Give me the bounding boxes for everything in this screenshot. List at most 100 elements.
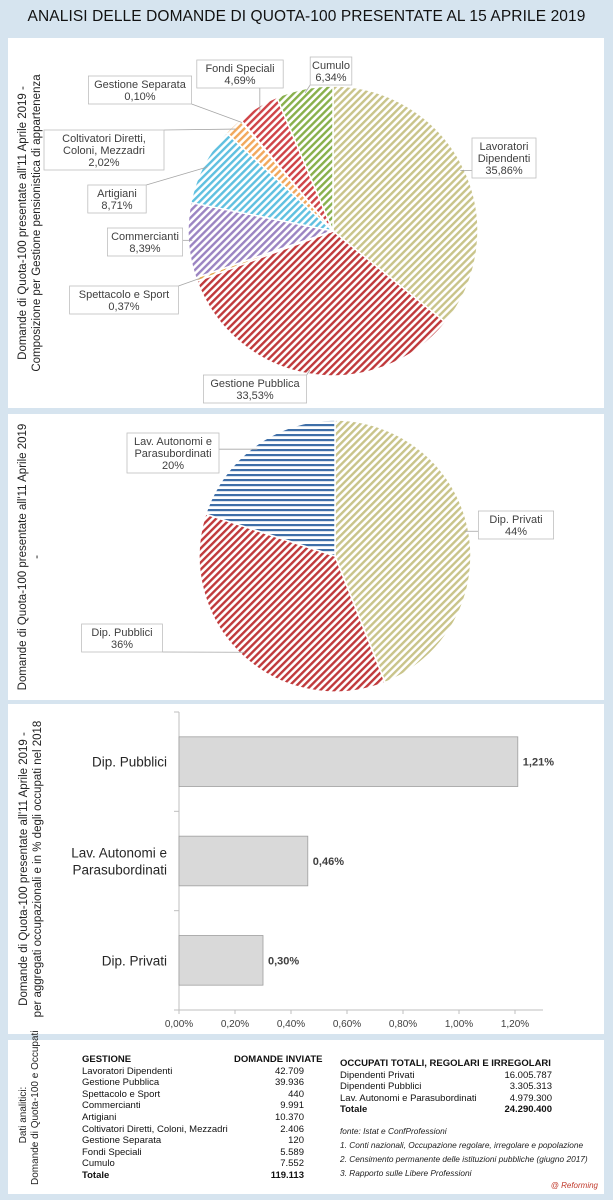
table-gestioni-row: Artigiani 10.370: [82, 1112, 304, 1124]
pie2-slice-2: [204, 419, 336, 558]
bar-panel: Domande di Quota-100 presentate all'11 A…: [8, 704, 604, 1034]
table-gestioni-row: Gestione Separata 120: [82, 1135, 304, 1147]
pie2-label-1-1: 36%: [111, 639, 133, 651]
pie1-label-2-0: Spettacolo e Sport: [79, 289, 170, 301]
bar-value-label-1: 0,46%: [313, 856, 344, 868]
panel2-side-label: Domande di Quota-100 presentate all'11 A…: [16, 414, 44, 700]
table-gestioni-row: Spettacolo e Sport 440: [82, 1089, 304, 1101]
pie2-label-0-1: 44%: [505, 526, 527, 538]
bar-1: [178, 835, 309, 887]
occupati-name: Lav. Autonomi e Parasubordinati: [340, 1092, 477, 1104]
pie1-label-box-4: [87, 184, 147, 214]
bar-x-tick-label: 1,00%: [445, 1019, 473, 1030]
pie2-label-box-0: [477, 510, 554, 540]
pie2-label-2-1: Parasubordinati: [134, 448, 211, 460]
pie1-label-6-1: 0,10%: [124, 91, 155, 103]
pie2-slice-0: [334, 419, 472, 684]
table-gestioni-row: Coltivatori Diretti, Coloni, Mezzadri 2.4…: [82, 1124, 304, 1136]
gestione-name: Gestione Pubblica: [82, 1077, 160, 1089]
gestione-value: 42.709: [274, 1065, 304, 1077]
bar-x-tick-label: 0,00%: [165, 1019, 193, 1030]
pie1-label-5-1: Coloni, Mezzadri: [63, 145, 145, 157]
occupati-header: OCCUPATI TOTALI, REGOLARI E IRREGOLARI: [340, 1058, 551, 1069]
pie1-slice-8: [275, 85, 334, 232]
pie1-label-box-3: [107, 227, 183, 257]
table-gestioni-row: Fondi Speciali 5.589: [82, 1147, 304, 1159]
pie1-slice-0: [332, 85, 479, 324]
gestione-name: Artigiani: [82, 1111, 117, 1123]
pie1-leader-2: [178, 277, 201, 287]
occupati-total-label: Totale: [340, 1104, 368, 1116]
table-gestioni-total: Totale 119.113: [82, 1170, 304, 1182]
pie1-label-5-0: Coltivatori Diretti,: [62, 133, 146, 145]
pie1-label-6-0: Gestione Separata: [94, 79, 187, 91]
pie2-slice-1: [198, 513, 387, 693]
table-gestioni-header: GESTIONE DOMANDE INVIATE: [82, 1054, 323, 1066]
table-occupati-row: Dipendenti Pubblici 3.305.313: [340, 1081, 552, 1093]
occupati-value: 16.005.787: [504, 1069, 552, 1081]
gestione-value: 10.370: [274, 1111, 304, 1123]
panel3-side-line2: per aggregati occupazionali e in % degli…: [32, 720, 44, 1018]
bar-chart-percent-occupati: 0,00% 0,20% 0,40% 0,60% 0,80% 1,00% 1,20% 1,21%…: [71, 711, 554, 1030]
gestione-name: Coltivatori Diretti, Coloni, Mezzadri: [82, 1123, 228, 1135]
occupati-total-value: 24.290.400: [504, 1104, 552, 1116]
pie-panel-aggregati: Domande di Quota-100 presentate all'11 A…: [8, 414, 604, 700]
bar-value-label-2: 0,30%: [268, 955, 299, 967]
gestione-name: Fondi Speciali: [82, 1146, 142, 1158]
panel4-side-line2: Domande di Quota-100 e Occupati: [30, 1030, 41, 1185]
note-2: 2. Censimento permanente delle istituzio…: [340, 1154, 588, 1164]
pie1-label-0-2: 35,86%: [485, 165, 523, 177]
table-occupati-row: Lav. Autonomi e Parasubordinati 4.979.300: [340, 1093, 552, 1105]
bar-category-label-2-0: Dip. Privati: [102, 953, 167, 968]
table-gestioni: GESTIONE DOMANDE INVIATE Lavoratori Dipe…: [82, 1054, 323, 1182]
table-gestioni-row: Gestione Pubblica 39.936: [82, 1077, 304, 1089]
pie2-label-1-0: Dip. Pubblici: [91, 627, 152, 639]
pie1-label-1-1: 33,53%: [236, 390, 274, 402]
gestione-value: 7.552: [280, 1158, 304, 1170]
table-occupati-row: Dipendenti Privati 16.005.787: [340, 1070, 552, 1082]
pie1-label-8-1: 6,34%: [315, 72, 346, 84]
pie1-label-1-0: Gestione Pubblica: [210, 378, 300, 390]
pie1-leader-5: [163, 128, 236, 131]
gestione-value: 440: [288, 1088, 304, 1100]
gestione-value: 9.991: [280, 1100, 304, 1112]
pie1-label-box-6: [88, 75, 192, 105]
note-1: 1. Conti nazionali, Occupazione regolare…: [340, 1140, 584, 1150]
panel2-side-line2: -: [31, 555, 43, 559]
panel3-side-line1: Domande di Quota-100 presentate all'11 A…: [18, 732, 30, 1006]
gestione-name: Commercianti: [82, 1100, 141, 1112]
bar-x-tick-label: 0,20%: [221, 1019, 249, 1030]
data-panel: Dati analitici: Domande di Quota-100 e O…: [8, 1030, 604, 1194]
table-gestioni-row: Cumulo 7.552: [82, 1158, 304, 1170]
pie1-label-0-0: Lavoratori: [480, 141, 529, 153]
pie1-label-3-0: Commercianti: [111, 231, 179, 243]
occupati-name: Dipendenti Pubblici: [340, 1081, 422, 1093]
bar-category-label-0-0: Dip. Pubblici: [92, 755, 167, 770]
table-occupati-header: OCCUPATI TOTALI, REGOLARI E IRREGOLARI: [340, 1058, 552, 1070]
panel4-side-line1: Dati analitici:: [18, 1086, 29, 1144]
gestione-value: 39.936: [274, 1077, 304, 1089]
occupati-name: Dipendenti Privati: [340, 1069, 415, 1081]
pie2-label-box-2: [126, 432, 220, 474]
pie1-label-5-2: 2,02%: [88, 157, 119, 169]
total-value: 119.113: [270, 1169, 304, 1181]
panel3-side-label: Domande di Quota-100 presentate all'11 A…: [17, 704, 45, 1034]
gestione-name: Lavoratori Dipendenti: [82, 1065, 173, 1077]
pie1-leader-8: [304, 84, 311, 94]
note-source: fonte: Istat e ConfProfessioni: [340, 1126, 447, 1136]
pie1-label-box-8: [309, 56, 353, 86]
table-gestioni-row: Lavoratori Dipendenti 42.709: [82, 1066, 304, 1078]
pie1-leader-4: [146, 166, 208, 186]
bar-0: [178, 736, 519, 787]
panel1-side-label: Domande di Quota-100 presentate all'11 A…: [16, 38, 44, 408]
bar-category-label-1-0: Lav. Autonomi e: [71, 846, 167, 861]
pie1-label-box-7: [196, 59, 284, 89]
pie1-leader-6: [191, 103, 243, 124]
pie1-label-2-1: 0,37%: [108, 301, 139, 313]
bar-x-tick-label: 1,20%: [501, 1019, 529, 1030]
pie1-label-7-1: 4,69%: [224, 75, 255, 87]
pie1-label-box-1: [202, 374, 307, 404]
table-occupati-total: Totale 24.290.400: [340, 1104, 552, 1116]
